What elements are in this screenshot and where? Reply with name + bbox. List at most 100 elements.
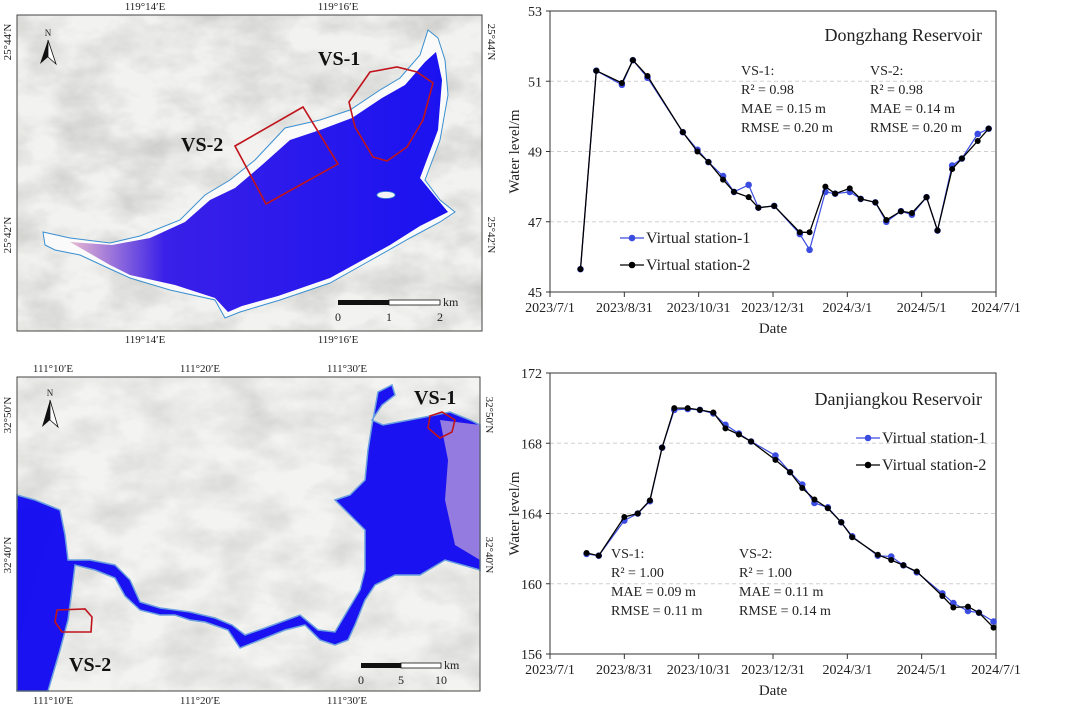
lon-tick: 111°30′E: [327, 363, 367, 375]
series-virtual-station-2: [577, 57, 992, 273]
data-point: [872, 199, 879, 206]
x-tick-label: 2024/3/1: [822, 301, 872, 316]
lat-tick: 32°50′N: [483, 397, 495, 434]
lon-tick: 111°20′E: [180, 363, 220, 375]
data-point: [824, 505, 831, 512]
chart-title: Dongzhang Reservoir: [825, 25, 982, 45]
stats-vs2: VS-2: R² = 0.98 MAE = 0.14 m RMSE = 0.20 m: [870, 64, 962, 136]
x-tick-label: 2023/7/1: [525, 301, 575, 316]
stats-mae: MAE = 0.14 m: [870, 102, 955, 117]
series-virtual-station-2: [583, 405, 997, 631]
y-tick-label: 47: [528, 216, 542, 231]
lat-tick: 32°40′N: [483, 537, 495, 574]
stats-head: VS-2:: [870, 64, 903, 79]
stats-rmse: RMSE = 0.14 m: [739, 604, 831, 619]
data-point: [644, 72, 651, 79]
y-axis-label: Water level/m: [507, 109, 523, 194]
data-point: [939, 593, 946, 600]
data-point: [671, 405, 678, 412]
x-axis-label: Date: [759, 321, 788, 337]
stats-vs1: VS-1: R² = 0.98 MAE = 0.15 m RMSE = 0.20 m: [741, 64, 833, 136]
x-tick-label: 2023/10/31: [667, 663, 731, 678]
data-point: [731, 188, 738, 195]
scale-tick: 0: [358, 673, 364, 687]
data-point: [806, 246, 813, 254]
data-point: [974, 130, 982, 138]
map-dongzhang: VS-1 VS-2 N km 0 1 2 119°14′E 119°16′E 1…: [2, 1, 497, 346]
y-tick-label: 45: [528, 286, 542, 301]
data-point: [745, 194, 752, 201]
stats-head: VS-1:: [611, 547, 644, 562]
data-point: [748, 438, 755, 445]
x-tick-label: 2023/8/31: [596, 663, 653, 678]
lat-tick: 32°40′N: [2, 537, 14, 574]
stats-mae: MAE = 0.15 m: [741, 102, 826, 117]
y-tick-label: 164: [521, 508, 542, 523]
lat-tick: 25°42′N: [485, 217, 497, 254]
legend-swatch-marker: [628, 234, 636, 242]
scale-unit: km: [444, 658, 460, 672]
data-point: [583, 550, 590, 557]
data-point: [832, 190, 839, 197]
vs2-region-box: [233, 105, 340, 206]
data-point: [985, 125, 992, 132]
stats-r2: R² = 1.00: [739, 566, 792, 581]
data-point: [811, 496, 818, 503]
stats-mae: MAE = 0.09 m: [611, 585, 696, 600]
chart-title: Danjiangkou Reservoir: [815, 389, 982, 409]
legend-swatch-marker: [864, 434, 872, 442]
data-point: [684, 405, 691, 412]
legend-label: Virtual station-1: [646, 230, 750, 247]
y-tick-label: 168: [521, 437, 542, 452]
y-tick-label: 172: [521, 367, 542, 382]
data-point: [913, 568, 920, 575]
north-arrow-icon: N: [40, 28, 57, 66]
data-point: [822, 183, 829, 190]
chart-dongzhang: 45 47 49 51 53 2023/7/1 2023/8/31 2023/10/31 202…: [507, 5, 1021, 337]
lon-tick: 119°16′E: [318, 1, 359, 13]
vs1-region-box: [348, 66, 434, 162]
lon-tick: 119°14′E: [125, 334, 166, 346]
vs1-region-box: [427, 411, 456, 439]
map-frame: [16, 14, 483, 332]
island: [376, 191, 396, 199]
data-point: [950, 604, 957, 611]
y-tick-label: 51: [528, 75, 542, 90]
scale-tick: 1: [386, 310, 392, 324]
data-point: [621, 514, 628, 521]
data-point: [755, 204, 762, 211]
data-point: [964, 607, 972, 615]
data-point: [897, 208, 904, 215]
x-tick-label: 2024/3/1: [822, 663, 872, 678]
data-point: [857, 195, 864, 202]
data-point: [659, 444, 666, 451]
data-point: [710, 409, 717, 416]
data-point: [849, 534, 856, 541]
data-point: [745, 181, 752, 189]
data-point: [705, 159, 712, 166]
scale-tick: 2: [437, 310, 443, 324]
scale-tick: 0: [335, 310, 341, 324]
lat-tick: 25°42′N: [2, 217, 14, 254]
data-point: [595, 552, 602, 559]
x-tick-label: 2024/7/1: [971, 301, 1021, 316]
x-tick-label: 2024/5/1: [897, 301, 947, 316]
data-point: [771, 202, 778, 209]
data-point: [593, 67, 600, 74]
north-label: N: [47, 388, 54, 398]
data-point: [838, 519, 845, 526]
stats-rmse: RMSE = 0.20 m: [741, 121, 833, 136]
reservoir-water-surface: [70, 52, 448, 312]
vs2-label: VS-2: [181, 134, 223, 156]
data-point: [772, 456, 779, 463]
data-point: [694, 148, 701, 155]
stats-vs2: VS-2: R² = 1.00 MAE = 0.11 m RMSE = 0.14 m: [739, 547, 831, 619]
lon-tick: 111°20′E: [180, 695, 220, 707]
y-axis-label: Water level/m: [507, 471, 523, 556]
north-label: N: [45, 28, 52, 38]
lon-tick: 111°10′E: [33, 363, 73, 375]
stats-r2: R² = 0.98: [870, 83, 923, 98]
lat-tick: 32°50′N: [2, 397, 14, 434]
x-tick-label: 2024/5/1: [897, 663, 947, 678]
